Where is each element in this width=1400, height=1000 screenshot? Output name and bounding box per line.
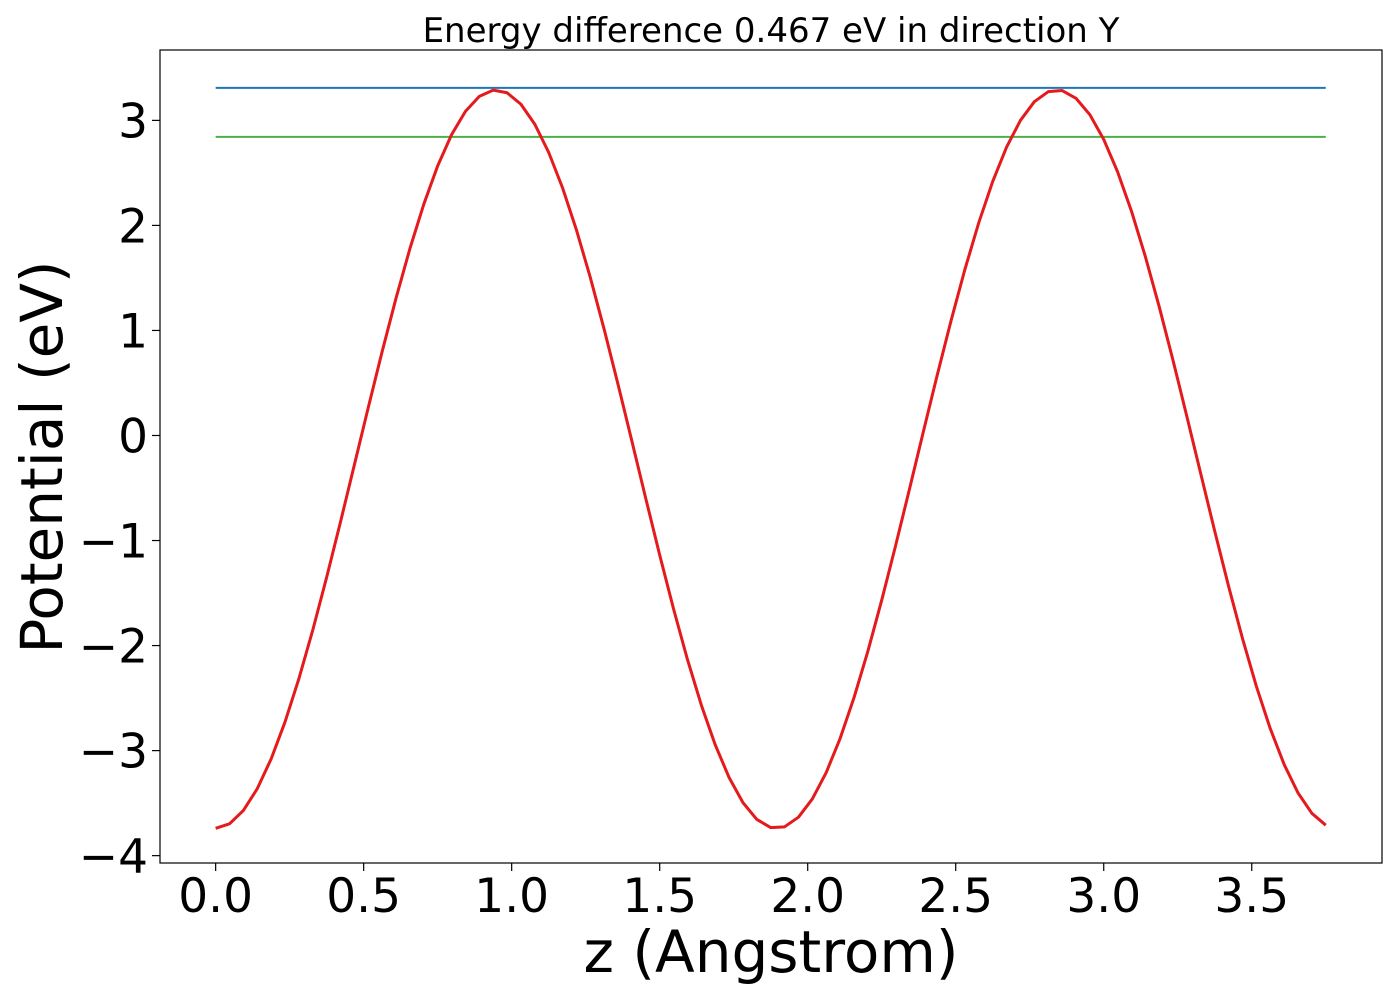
y-tick-label: 2 [118,199,148,254]
x-tick-label: 3.0 [1066,869,1141,924]
y-axis-label: Potential (eV) [8,260,76,653]
x-axis-label: z (Angstrom) [584,918,959,986]
potential-curve [215,88,1327,830]
y-axis-ticks: −4 −3 −2 −1 0 1 2 3 [79,94,160,885]
plot-area [159,49,1383,864]
y-tick-label: 0 [118,409,148,464]
x-tick-label: 1.0 [474,869,549,924]
x-axis-ticks: 0.0 0.5 1.0 1.5 2.0 2.5 3.0 3.5 [178,863,1289,924]
y-tick-label: 1 [118,304,148,359]
y-tick-label: −1 [79,515,148,570]
y-tick-label: −4 [79,830,148,885]
x-tick-label: 3.5 [1214,869,1289,924]
chart-title: Energy difference 0.467 eV in direction … [423,11,1120,51]
y-tick-label: −3 [79,725,148,780]
y-tick-label: −2 [79,620,148,675]
x-tick-label: 2.0 [770,869,845,924]
x-tick-label: 0.5 [326,869,401,924]
x-tick-label: 0.0 [178,869,253,924]
x-tick-label: 2.5 [918,869,993,924]
series-lines [215,86,1327,830]
x-tick-label: 1.5 [622,869,697,924]
y-tick-label: 3 [118,94,148,149]
